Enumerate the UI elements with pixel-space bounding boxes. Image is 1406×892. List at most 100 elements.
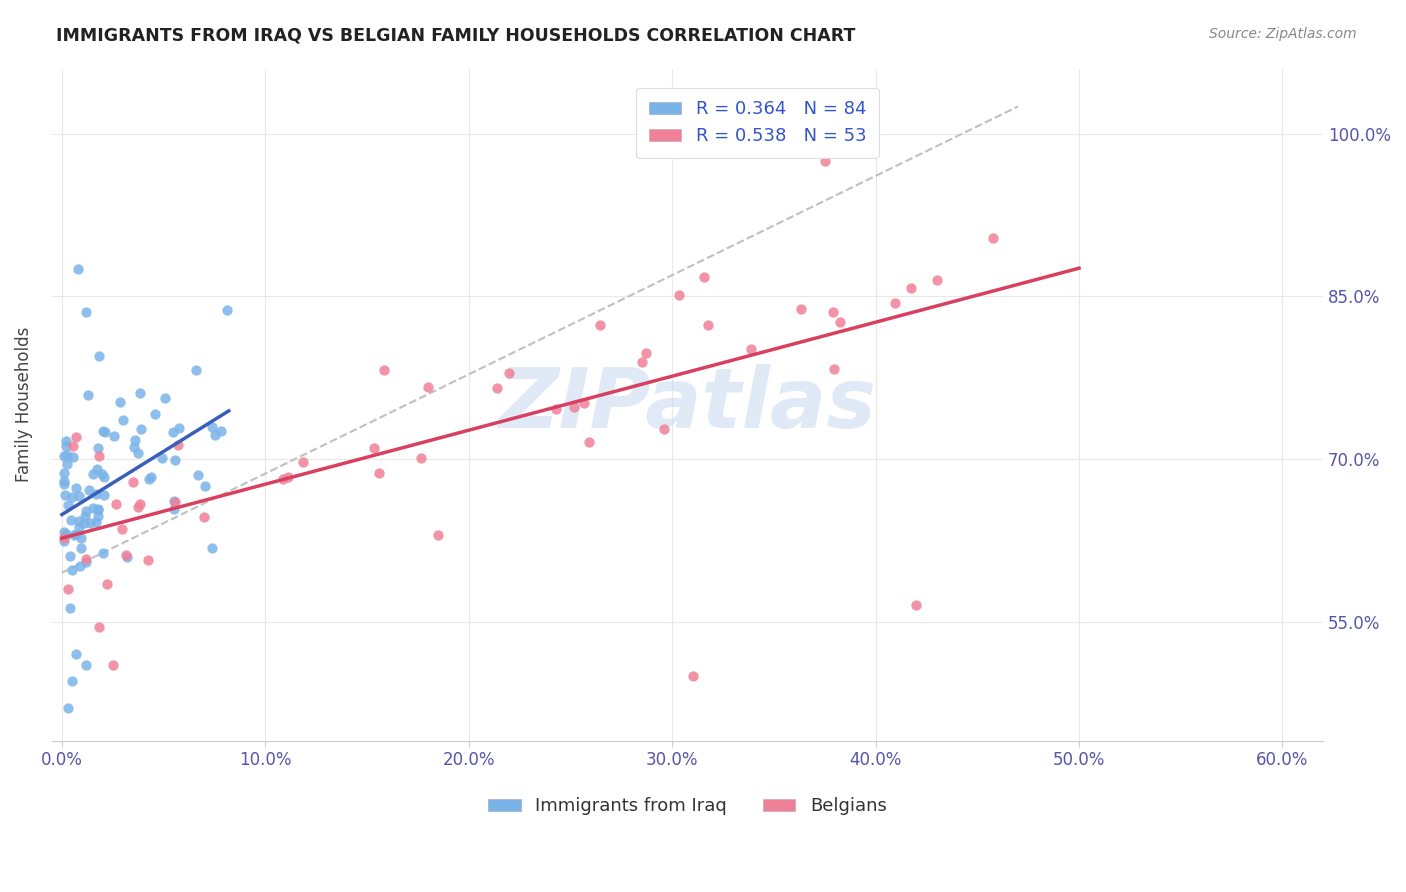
Point — [277, 470, 299, 484]
Point — [56, 448, 79, 462]
Point — [368, 466, 391, 480]
Point — [56, 498, 79, 512]
Point — [152, 451, 174, 466]
Point — [167, 421, 190, 435]
Point — [900, 281, 922, 295]
Point — [589, 318, 612, 332]
Point — [186, 363, 208, 377]
Point — [562, 401, 585, 415]
Point — [544, 401, 567, 416]
Point — [163, 452, 186, 467]
Point — [830, 315, 852, 329]
Point — [122, 440, 145, 454]
Point — [163, 495, 186, 509]
Point — [65, 481, 87, 495]
Point — [90, 467, 112, 482]
Point — [59, 549, 82, 563]
Point — [59, 513, 82, 527]
Point — [93, 469, 115, 483]
Point — [111, 413, 134, 427]
Point — [682, 669, 704, 683]
Point — [87, 449, 110, 463]
Point — [55, 439, 77, 453]
Point — [167, 438, 190, 452]
Point — [187, 468, 209, 483]
Point — [93, 488, 115, 502]
Point — [111, 522, 134, 536]
Point — [139, 470, 162, 484]
Point — [201, 420, 224, 434]
Point — [883, 296, 905, 310]
Point — [215, 302, 238, 317]
Point — [53, 449, 76, 463]
Point — [193, 509, 215, 524]
Point — [572, 395, 595, 409]
Point — [87, 502, 110, 516]
Point — [75, 657, 97, 672]
Point — [56, 457, 79, 471]
Point — [101, 657, 124, 672]
Point — [55, 434, 77, 448]
Point — [127, 445, 149, 459]
Point — [373, 363, 395, 377]
Point — [52, 477, 75, 491]
Point — [105, 497, 128, 511]
Point — [789, 301, 811, 316]
Point — [87, 441, 110, 455]
Point — [631, 354, 654, 368]
Point — [62, 439, 84, 453]
Point — [56, 701, 79, 715]
Point — [121, 475, 143, 490]
Point — [115, 550, 138, 565]
Point — [363, 441, 385, 455]
Point — [654, 422, 676, 436]
Point — [905, 599, 928, 613]
Point — [740, 342, 762, 356]
Point — [194, 479, 217, 493]
Point — [62, 450, 84, 465]
Point — [75, 551, 97, 566]
Point — [75, 504, 97, 518]
Point — [60, 674, 83, 689]
Point — [67, 514, 90, 528]
Point — [162, 425, 184, 439]
Point — [75, 509, 97, 524]
Point — [52, 466, 75, 480]
Point — [65, 647, 87, 661]
Point — [82, 501, 104, 516]
Point — [821, 304, 844, 318]
Point — [65, 527, 87, 541]
Point — [94, 425, 117, 439]
Point — [103, 428, 125, 442]
Point — [128, 386, 150, 401]
Point — [82, 467, 104, 482]
Point — [163, 502, 186, 516]
Point — [69, 520, 91, 534]
Point — [693, 270, 716, 285]
Point — [91, 424, 114, 438]
Point — [209, 424, 232, 438]
Point — [271, 472, 294, 486]
Point — [70, 541, 93, 555]
Point — [52, 533, 75, 548]
Point — [155, 392, 177, 406]
Point — [128, 497, 150, 511]
Point — [75, 305, 97, 319]
Point — [75, 555, 97, 569]
Point — [65, 430, 87, 444]
Point — [73, 516, 96, 530]
Point — [498, 366, 520, 380]
Point — [60, 562, 83, 576]
Point — [668, 288, 690, 302]
Point — [697, 318, 720, 332]
Point — [87, 503, 110, 517]
Point — [823, 362, 845, 376]
Point — [67, 262, 90, 277]
Point — [426, 527, 449, 541]
Point — [58, 582, 80, 596]
Point — [87, 620, 110, 634]
Point — [63, 528, 86, 542]
Text: Source: ZipAtlas.com: Source: ZipAtlas.com — [1209, 27, 1357, 41]
Text: IMMIGRANTS FROM IRAQ VS BELGIAN FAMILY HOUSEHOLDS CORRELATION CHART: IMMIGRANTS FROM IRAQ VS BELGIAN FAMILY H… — [56, 27, 856, 45]
Point — [96, 577, 118, 591]
